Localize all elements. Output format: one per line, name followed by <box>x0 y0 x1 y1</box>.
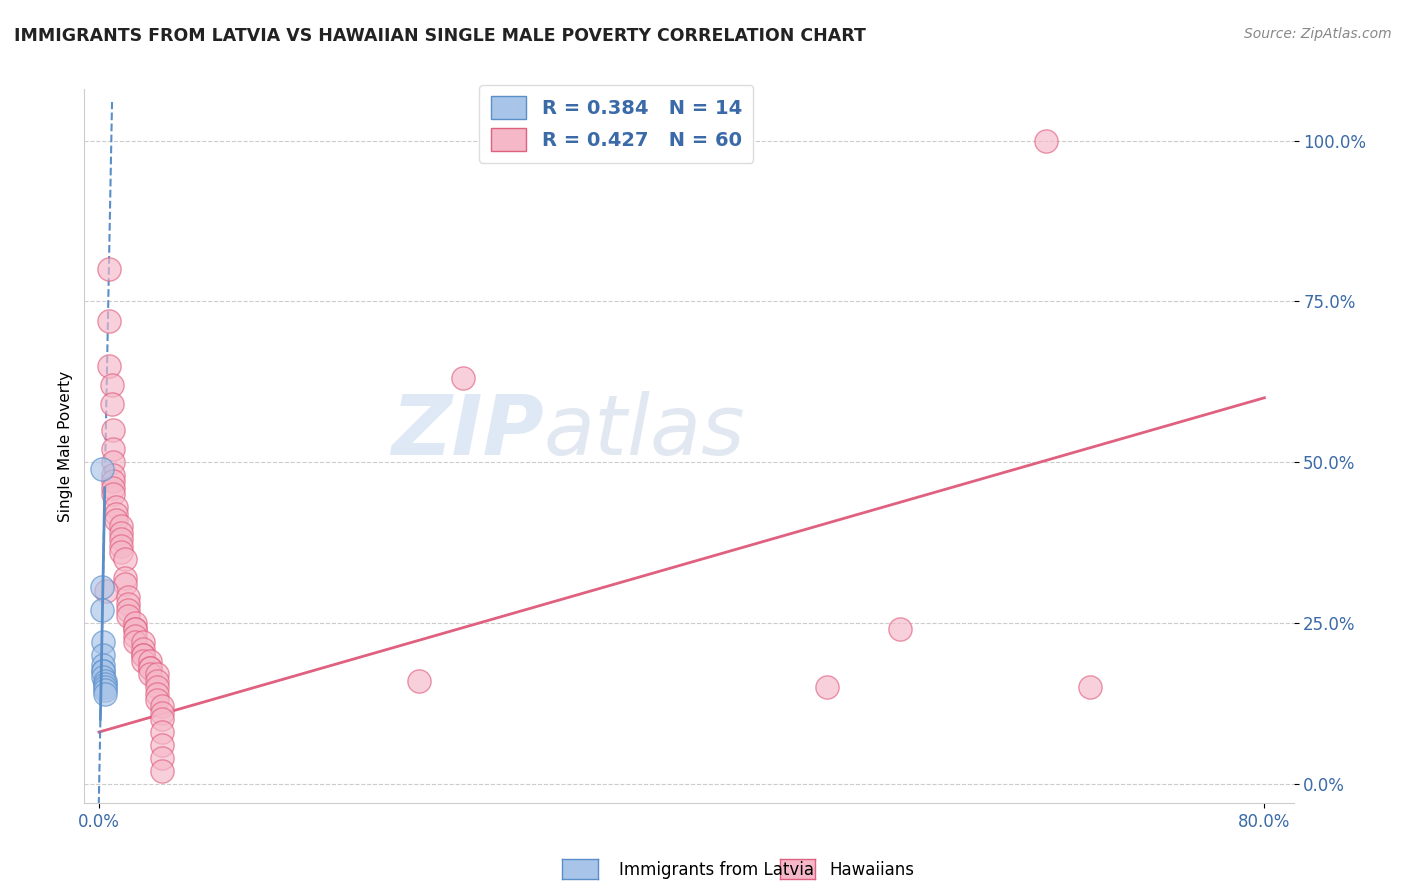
Point <box>150 712 173 726</box>
Point <box>105 500 128 514</box>
Point <box>117 597 139 611</box>
Point <box>91 670 114 684</box>
Point <box>124 622 146 636</box>
Point <box>98 262 121 277</box>
Point <box>117 603 139 617</box>
Point <box>94 673 117 688</box>
Point <box>94 677 117 691</box>
Point <box>98 359 121 373</box>
Point <box>110 539 132 553</box>
Point <box>91 664 114 678</box>
Point <box>105 507 128 521</box>
Point <box>815 680 838 694</box>
Point <box>139 654 162 668</box>
Point <box>146 680 169 694</box>
Point <box>101 378 124 392</box>
Point <box>641 134 664 148</box>
Point <box>139 667 162 681</box>
Point <box>103 475 125 489</box>
Point <box>101 397 124 411</box>
Point <box>131 648 153 662</box>
Point <box>150 725 173 739</box>
Text: ZIP: ZIP <box>391 392 544 472</box>
Point <box>408 673 430 688</box>
Point <box>117 590 139 604</box>
Point <box>103 467 125 482</box>
Point <box>124 629 146 643</box>
Point <box>90 461 112 475</box>
Point <box>139 661 162 675</box>
Point <box>103 442 125 457</box>
Point <box>146 673 169 688</box>
Point <box>103 423 125 437</box>
Point <box>150 751 173 765</box>
Point <box>1078 680 1101 694</box>
Text: Hawaiians: Hawaiians <box>830 861 914 879</box>
Point <box>124 635 146 649</box>
Point <box>150 738 173 752</box>
Point <box>90 581 112 595</box>
Point <box>150 699 173 714</box>
Point <box>96 583 118 598</box>
Point <box>124 622 146 636</box>
Point <box>110 533 132 547</box>
Point <box>117 609 139 624</box>
Point <box>146 667 169 681</box>
Point <box>114 571 136 585</box>
Point <box>103 455 125 469</box>
Point <box>94 680 117 694</box>
Point <box>94 683 117 698</box>
Point <box>105 513 128 527</box>
Point <box>98 313 121 327</box>
Text: IMMIGRANTS FROM LATVIA VS HAWAIIAN SINGLE MALE POVERTY CORRELATION CHART: IMMIGRANTS FROM LATVIA VS HAWAIIAN SINGL… <box>14 27 866 45</box>
Point <box>110 519 132 533</box>
Point <box>91 657 114 672</box>
Point <box>103 481 125 495</box>
Point <box>110 525 132 540</box>
Point <box>103 487 125 501</box>
Point <box>91 648 114 662</box>
Point <box>146 693 169 707</box>
Text: Immigrants from Latvia: Immigrants from Latvia <box>619 861 814 879</box>
Point <box>150 764 173 778</box>
Point <box>139 661 162 675</box>
Text: Source: ZipAtlas.com: Source: ZipAtlas.com <box>1244 27 1392 41</box>
Y-axis label: Single Male Poverty: Single Male Poverty <box>58 370 73 522</box>
Point <box>91 635 114 649</box>
Point <box>889 622 911 636</box>
Point <box>90 603 112 617</box>
Point <box>131 635 153 649</box>
Point <box>1035 134 1057 148</box>
Point <box>124 615 146 630</box>
Point <box>114 577 136 591</box>
Legend: R = 0.384   N = 14, R = 0.427   N = 60: R = 0.384 N = 14, R = 0.427 N = 60 <box>479 85 754 162</box>
Point <box>110 545 132 559</box>
Point <box>94 686 117 700</box>
Point <box>131 648 153 662</box>
Point <box>150 706 173 720</box>
Point <box>146 686 169 700</box>
Point <box>451 371 474 385</box>
Point <box>131 641 153 656</box>
Point <box>91 664 114 678</box>
Point <box>131 654 153 668</box>
Point <box>114 551 136 566</box>
Text: atlas: atlas <box>544 392 745 472</box>
